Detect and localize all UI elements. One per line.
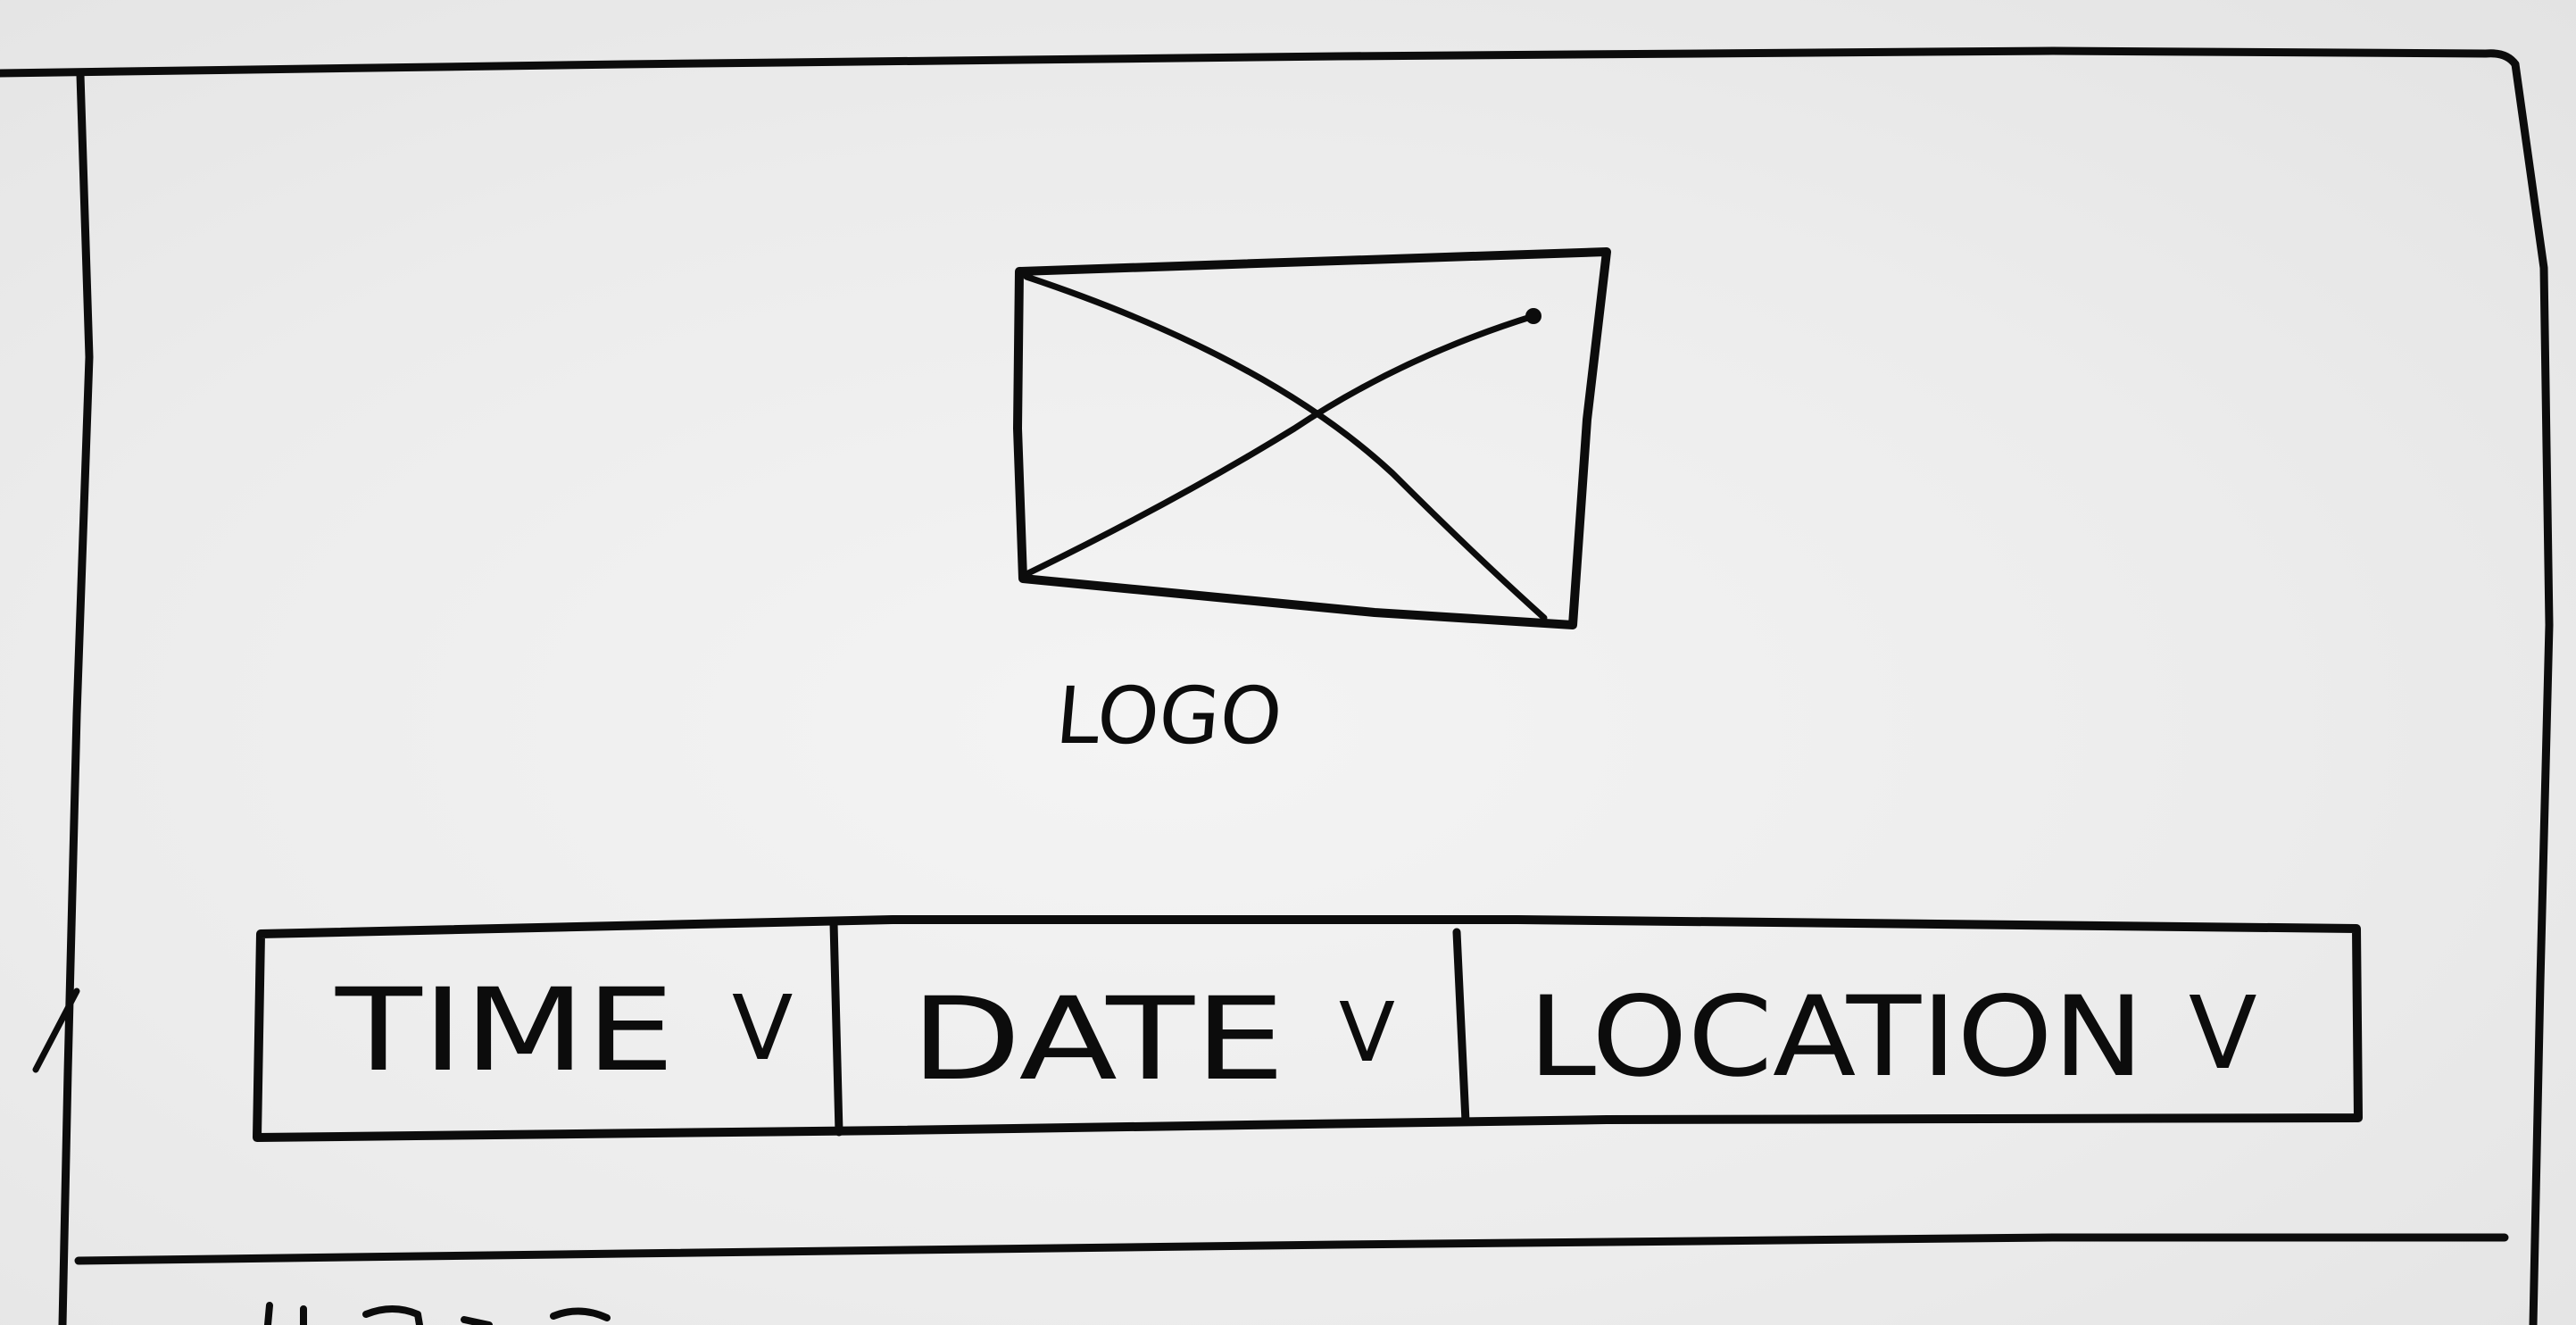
location-dropdown[interactable]: LOCATION V — [1528, 973, 2257, 1102]
time-dropdown-label: TIME — [335, 964, 675, 1097]
filter-divider-2 — [1452, 928, 1470, 1126]
logo-label: LOGO — [1052, 670, 1286, 762]
logo[interactable]: LOGO — [1013, 247, 1611, 762]
logo-cross-line-2 — [1025, 312, 1537, 577]
filter-divider-1 — [829, 919, 843, 1137]
logo-cross-dot — [1525, 308, 1541, 324]
filter-bar-box — [253, 915, 2363, 1142]
time-dropdown[interactable]: TIME V — [335, 964, 794, 1097]
header-divider — [74, 1233, 2509, 1265]
frame-top-edge — [0, 46, 2520, 78]
frame-left-edge — [58, 71, 94, 1325]
chevron-down-icon: V — [1339, 985, 1395, 1080]
cutoff-handwriting — [264, 1302, 611, 1325]
logo-cross-line-1 — [1023, 273, 1548, 621]
chevron-down-icon: V — [2189, 976, 2257, 1092]
image-placeholder-icon — [1013, 247, 1611, 629]
chevron-down-icon: V — [732, 976, 793, 1080]
frame-right-edge — [2511, 60, 2554, 1325]
screen-frame — [0, 46, 2554, 1325]
logo-box — [1013, 247, 1611, 629]
frame-left-corner-stroke — [32, 988, 80, 1073]
location-dropdown-label: LOCATION — [1528, 973, 2144, 1102]
date-dropdown[interactable]: DATE V — [910, 973, 1395, 1106]
date-dropdown-label: DATE — [910, 973, 1285, 1106]
filter-bar: TIME V DATE V LOCATION V — [253, 915, 2363, 1142]
